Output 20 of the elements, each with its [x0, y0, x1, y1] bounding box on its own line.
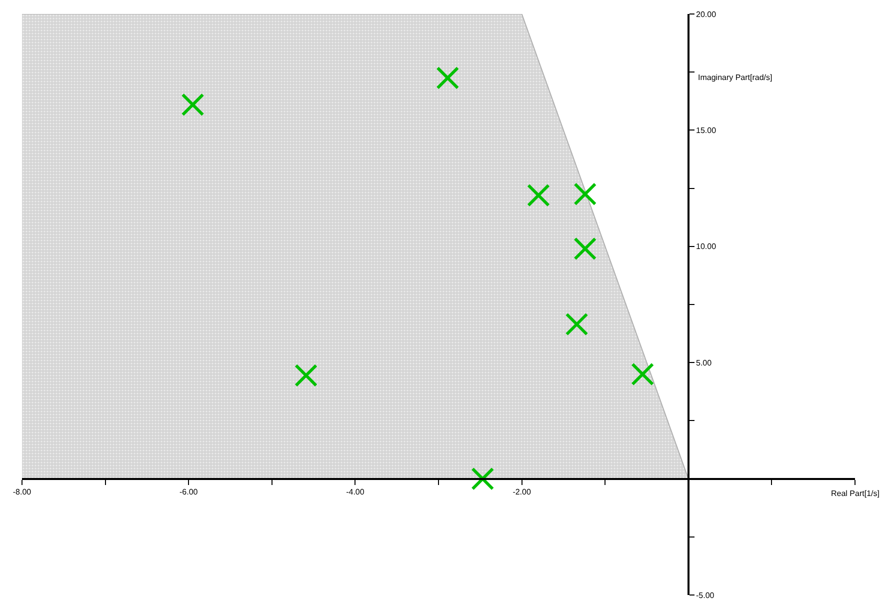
y-tick-label: 15.00	[696, 126, 717, 135]
point	[574, 237, 597, 260]
point	[631, 362, 654, 386]
point	[181, 93, 204, 116]
y-tick-label: 20.00	[696, 10, 717, 19]
point	[574, 182, 597, 206]
x-axis-title: Real Part[1/s]	[831, 489, 880, 498]
y-axis-title: Imaginary Part[rad/s]	[698, 73, 772, 82]
point	[471, 467, 494, 490]
point	[294, 364, 318, 387]
point	[526, 184, 550, 207]
x-tick-label: -2.00	[512, 487, 532, 496]
point	[565, 312, 588, 336]
x-tick-label: -6.00	[179, 487, 198, 496]
y-tick-label: -5.00	[696, 590, 715, 600]
point	[436, 66, 460, 90]
x-tick-label: -4.00	[346, 487, 365, 496]
y-tick-label: 10.00	[696, 242, 717, 252]
x-tick-label: -8.00	[12, 487, 32, 496]
y-tick-label: 5.00	[696, 358, 712, 368]
